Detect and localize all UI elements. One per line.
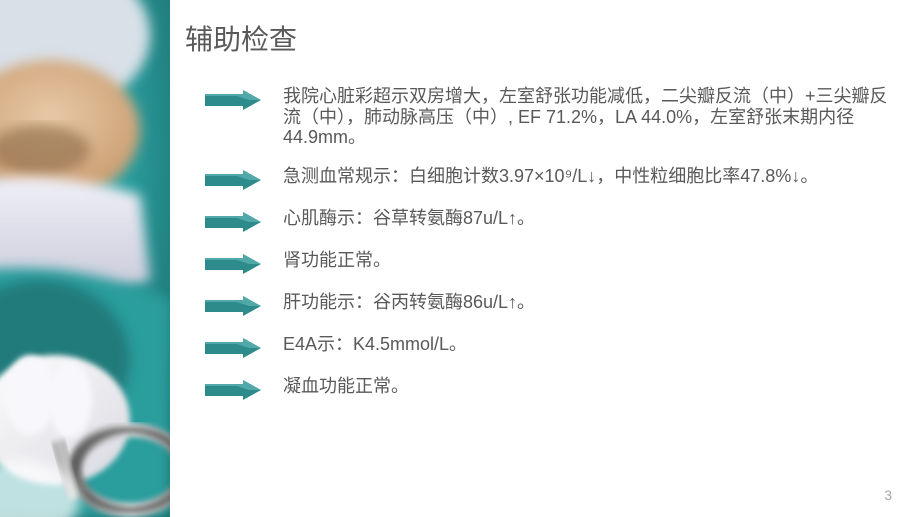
item-text: 急测血常规示：白细胞计数3.97×10⁹/L↓，中性粒细胞比率47.8%↓。 — [283, 166, 818, 187]
items-list: 我院心脏彩超示双房增大，左室舒张功能减低，二尖瓣反流（中）+三尖瓣反流（中），肺… — [205, 86, 905, 400]
item-text: 我院心脏彩超示双房增大，左室舒张功能减低，二尖瓣反流（中）+三尖瓣反流（中），肺… — [283, 86, 893, 148]
arrow-icon — [205, 170, 261, 190]
list-item: 心肌酶示：谷草转氨酶87u/L↑。 — [205, 208, 905, 232]
arrow-icon — [205, 380, 261, 400]
list-item: 急测血常规示：白细胞计数3.97×10⁹/L↓，中性粒细胞比率47.8%↓。 — [205, 166, 905, 190]
side-photo — [0, 0, 170, 517]
item-text: 肝功能示：谷丙转氨酶86u/L↑。 — [283, 292, 535, 313]
list-item: 我院心脏彩超示双房增大，左室舒张功能减低，二尖瓣反流（中）+三尖瓣反流（中），肺… — [205, 86, 905, 148]
list-item: E4A示：K4.5mmol/L。 — [205, 334, 905, 358]
list-item: 凝血功能正常。 — [205, 376, 905, 400]
item-text: 凝血功能正常。 — [283, 376, 409, 397]
arrow-icon — [205, 212, 261, 232]
list-item: 肝功能示：谷丙转氨酶86u/L↑。 — [205, 292, 905, 316]
content-area: 辅助检查 我院心脏彩超示双房增大，左室舒张功能减低，二尖瓣反流（中）+三尖瓣反流… — [185, 18, 905, 418]
arrow-icon — [205, 338, 261, 358]
item-text: 肾功能正常。 — [283, 250, 391, 271]
page-number: 3 — [884, 487, 892, 503]
item-text: 心肌酶示：谷草转氨酶87u/L↑。 — [283, 208, 535, 229]
list-item: 肾功能正常。 — [205, 250, 905, 274]
item-text: E4A示：K4.5mmol/L。 — [283, 334, 467, 355]
arrow-icon — [205, 90, 261, 110]
arrow-icon — [205, 296, 261, 316]
arrow-icon — [205, 254, 261, 274]
page-title: 辅助检查 — [185, 18, 905, 58]
